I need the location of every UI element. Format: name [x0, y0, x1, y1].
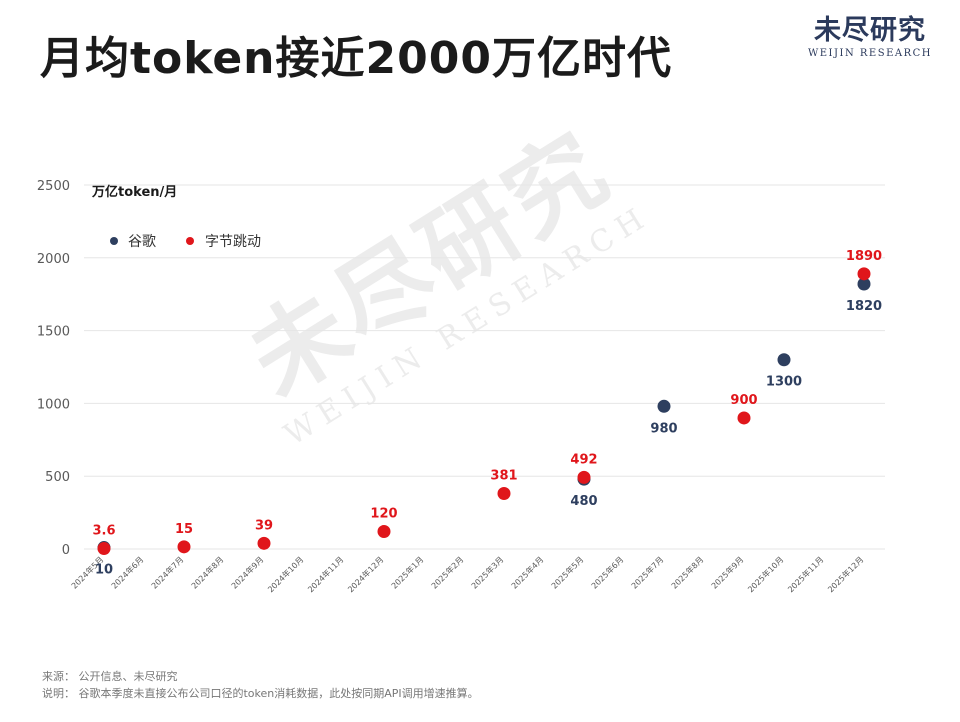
data-label: 15: [175, 522, 193, 537]
data-point: [777, 353, 791, 367]
y-tick-label: 1000: [37, 397, 70, 412]
x-tick-label: 2024年8月: [189, 554, 225, 590]
data-point: [97, 541, 111, 555]
x-tick-label: 2024年12月: [345, 554, 385, 594]
data-labels: 10 480 980 1300 1820 3.6 15 39 120 381 492 900 1890: [92, 249, 882, 578]
grid-lines: [84, 184, 885, 550]
x-axis-ticks: 2024年5月 2024年6月 2024年7月 2024年8月 2024年9月 2024年…: [69, 554, 865, 594]
data-point: [257, 536, 271, 550]
legend-entry: 谷歌: [128, 234, 156, 250]
x-tick-label: 2024年6月: [109, 554, 145, 590]
footer-notes: 来源： 公开信息、未尽研究 说明： 谷歌本季度未直接公布公司口径的token消耗…: [42, 668, 479, 702]
x-tick-label: 2024年9月: [229, 554, 265, 590]
data-label: 1300: [766, 375, 802, 390]
y-tick-label: 0: [62, 543, 70, 558]
x-tick-label: 2025年6月: [589, 554, 625, 590]
x-tick-label: 2025年12月: [825, 554, 865, 594]
x-tick-label: 2024年10月: [265, 554, 305, 594]
y-tick-label: 1500: [37, 325, 70, 340]
y-axis-unit-label: 万亿token/月: [91, 184, 177, 200]
x-tick-label: 2025年5月: [549, 554, 585, 590]
x-tick-label: 2025年11月: [785, 554, 825, 594]
x-tick-label: 2025年2月: [429, 554, 465, 590]
x-tick-label: 2025年4月: [509, 554, 545, 590]
footer-note: 说明： 谷歌本季度未直接公布公司口径的token消耗数据，此处按同期API调用增…: [42, 687, 479, 700]
data-points: [97, 267, 871, 555]
data-label: 3.6: [92, 523, 115, 538]
data-point: [577, 470, 591, 484]
data-point: [177, 540, 191, 554]
data-label: 900: [730, 393, 757, 408]
x-tick-label: 2024年7月: [149, 554, 185, 590]
data-label: 39: [255, 518, 273, 533]
logo-text-en: WEIJIN RESEARCH: [807, 48, 932, 59]
x-tick-label: 2025年1月: [389, 554, 425, 590]
data-point: [497, 487, 511, 501]
legend: 谷歌 字节跳动: [110, 234, 261, 250]
data-point: [857, 277, 871, 291]
brand-logo: 未尽研究 WEIJIN RESEARCH: [808, 14, 932, 60]
logo-text-cn: 未尽研究: [813, 15, 926, 46]
y-axis-ticks: 0 500 1000 1500 2000 2500: [37, 179, 70, 558]
x-tick-label: 2025年10月: [745, 554, 785, 594]
data-point: [657, 399, 671, 413]
data-label: 492: [570, 452, 597, 467]
data-label: 381: [490, 469, 517, 484]
x-tick-label: 2025年3月: [469, 554, 505, 590]
page-title: 月均token接近2000万亿时代: [40, 33, 672, 84]
x-tick-label: 2025年9月: [709, 554, 745, 590]
data-point: [737, 411, 751, 425]
data-point: [857, 267, 871, 281]
data-label: 480: [570, 494, 597, 509]
data-point: [377, 525, 391, 539]
legend-marker: [110, 237, 118, 245]
x-tick-label: 2025年8月: [669, 554, 705, 590]
footer-source: 来源： 公开信息、未尽研究: [42, 670, 178, 683]
y-tick-label: 2500: [37, 179, 70, 194]
y-tick-label: 2000: [37, 252, 70, 267]
y-tick-label: 500: [45, 470, 70, 485]
data-label: 1820: [846, 299, 882, 314]
x-tick-label: 2024年11月: [305, 554, 345, 594]
x-tick-label: 2025年7月: [629, 554, 665, 590]
legend-entry: 字节跳动: [205, 234, 261, 250]
data-label: 1890: [846, 249, 882, 264]
data-label: 10: [95, 563, 113, 578]
legend-marker: [186, 237, 194, 245]
data-label: 980: [650, 421, 677, 436]
data-label: 120: [370, 507, 397, 522]
